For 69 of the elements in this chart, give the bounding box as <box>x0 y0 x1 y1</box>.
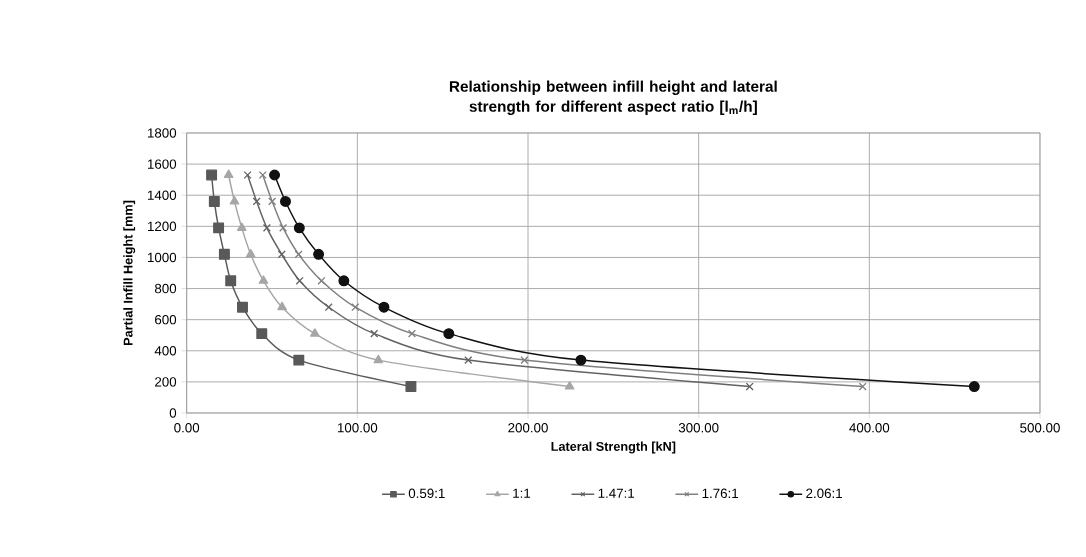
y-tick-label: 1400 <box>148 190 177 200</box>
point <box>295 276 304 285</box>
point <box>256 328 268 340</box>
point <box>378 301 390 313</box>
point <box>464 356 473 365</box>
point <box>225 275 237 287</box>
y-tick-label: 1800 <box>148 128 177 138</box>
point <box>373 354 384 364</box>
point <box>351 303 360 312</box>
point <box>310 328 320 337</box>
point <box>258 170 267 180</box>
legend-label: 0.59:1 <box>408 488 445 499</box>
point <box>206 169 218 181</box>
y-tick-label: 600 <box>155 314 177 325</box>
point <box>443 328 455 340</box>
x-tick-label: 500.00 <box>1020 423 1060 433</box>
point <box>407 329 417 338</box>
point <box>236 222 247 231</box>
point <box>294 250 303 259</box>
point <box>313 248 325 260</box>
point <box>575 354 587 366</box>
y-tick-label: 1000 <box>148 252 177 263</box>
point <box>277 301 287 311</box>
x-tick-label: 400.00 <box>849 423 890 433</box>
point <box>324 303 333 312</box>
point <box>338 275 350 287</box>
point <box>405 381 417 393</box>
y-tick-label: 800 <box>154 283 177 294</box>
point <box>213 222 225 234</box>
legend-label: 2.06:1 <box>806 488 842 499</box>
point <box>745 382 754 391</box>
chart-title: Relationship between infill height and lateral strength for different aspect ratio [l$_{m}$/h] <box>449 80 777 115</box>
y-tick-label: 1200 <box>148 221 177 232</box>
x-tick-label: 200.00 <box>508 423 548 433</box>
point <box>245 248 256 258</box>
point <box>237 301 248 313</box>
point <box>968 381 980 393</box>
x-tick-label: 100.00 <box>337 423 378 433</box>
point <box>243 170 252 180</box>
point <box>208 195 220 207</box>
point <box>252 197 261 206</box>
point <box>564 381 575 390</box>
point <box>293 354 305 366</box>
point <box>268 197 277 206</box>
point <box>258 275 269 284</box>
point <box>279 223 288 232</box>
point <box>520 356 529 365</box>
x-tick-label: 0.00 <box>174 423 200 433</box>
point <box>223 169 234 179</box>
point <box>293 222 305 234</box>
y-tick-label: 1600 <box>148 159 177 169</box>
legend-label: 1.76:1 <box>702 488 739 499</box>
point <box>858 382 867 391</box>
legend-label: 1:1 <box>513 488 531 498</box>
point <box>370 329 379 338</box>
point <box>218 248 230 260</box>
y-tick-label: 400 <box>154 346 177 356</box>
y-axis-title: Partial Infill Height [mm] <box>123 200 136 345</box>
y-tick-label: 200 <box>155 377 177 387</box>
point <box>280 195 291 207</box>
legend-label: 1.47:1 <box>598 488 635 498</box>
x-tick-label: 300.00 <box>678 423 719 433</box>
x-axis-title: Lateral Strength [kN] <box>551 441 676 454</box>
point <box>277 250 286 259</box>
point <box>262 223 271 232</box>
point <box>229 195 240 205</box>
point <box>269 169 281 181</box>
point <box>317 276 326 285</box>
y-tick-label: 0 <box>169 408 177 418</box>
